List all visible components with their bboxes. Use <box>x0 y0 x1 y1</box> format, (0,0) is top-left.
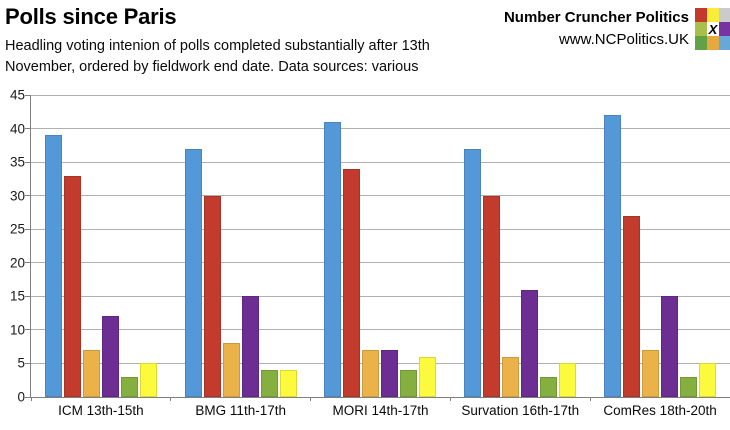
x-category-label: Survation 16th-17th <box>461 403 580 418</box>
logo-color-cell <box>719 36 730 50</box>
gridline-35 <box>31 161 730 163</box>
bar-blue <box>324 121 342 397</box>
x-category-label: BMG 11th-17th <box>195 403 286 418</box>
bar-series-area <box>31 95 730 397</box>
bar-orange <box>222 343 240 397</box>
y-tick <box>25 228 31 230</box>
bar-group-3 <box>311 95 451 397</box>
y-tick-label: 5 <box>17 355 25 371</box>
bar-orange <box>502 356 520 397</box>
y-tick-label: 20 <box>9 255 25 271</box>
bar-blue <box>604 115 622 397</box>
x-category-label: MORI 14th-17th <box>332 403 429 418</box>
x-tick <box>310 397 312 401</box>
x-tick <box>30 397 32 401</box>
bar-red <box>483 195 501 397</box>
bar-orange <box>642 350 660 397</box>
gridline-20 <box>31 262 730 264</box>
bar-orange <box>82 350 100 397</box>
y-tick <box>25 329 31 331</box>
bar-blue <box>44 135 62 397</box>
bar-orange <box>362 350 380 397</box>
logo-color-cell <box>707 36 719 50</box>
bar-group-2 <box>171 95 311 397</box>
bar-red <box>203 195 221 397</box>
bar-purple <box>101 316 119 397</box>
y-tick-label: 35 <box>9 154 25 170</box>
bar-yellow <box>559 363 577 397</box>
y-tick <box>25 295 31 297</box>
bar-yellow <box>699 363 717 397</box>
logo-color-cell <box>707 8 719 22</box>
y-tick-label: 10 <box>9 322 25 338</box>
chart-subtitle: Headling voting intenion of polls comple… <box>5 36 430 78</box>
gridline-45 <box>31 94 730 96</box>
y-tick-label: 45 <box>9 87 25 103</box>
y-tick <box>25 128 31 130</box>
y-tick-label: 40 <box>9 121 25 137</box>
bar-green <box>400 370 418 397</box>
bar-blue <box>464 148 482 397</box>
bar-red <box>63 175 81 397</box>
x-category-label: ComRes 18th-20th <box>603 403 717 418</box>
gridline-0 <box>31 396 730 398</box>
bar-purple <box>661 296 679 397</box>
logo-color-cell <box>695 36 707 50</box>
logo-color-cell <box>719 22 730 36</box>
bar-group-4 <box>450 95 590 397</box>
y-tick <box>25 161 31 163</box>
bar-red <box>623 215 641 397</box>
x-tick <box>449 397 451 401</box>
bar-purple <box>521 289 539 397</box>
gridline-5 <box>31 362 730 364</box>
gridline-30 <box>31 195 730 197</box>
ncp-logo: X <box>695 8 730 50</box>
bar-green <box>120 376 138 397</box>
x-category-label: ICM 13th-15th <box>58 403 144 418</box>
bar-yellow <box>419 356 437 397</box>
bar-yellow <box>139 363 157 397</box>
gridline-15 <box>31 295 730 297</box>
y-tick <box>25 362 31 364</box>
chart-subtitle-line2: November, ordered by fieldwork end date.… <box>5 59 419 75</box>
bar-green <box>260 370 278 397</box>
bar-yellow <box>279 370 297 397</box>
brand-url: www.NCPolitics.UK <box>558 31 689 48</box>
gridline-40 <box>31 128 730 130</box>
bar-purple <box>381 350 399 397</box>
y-tick-label: 25 <box>9 221 25 237</box>
page-title: Polls since Paris <box>5 4 177 29</box>
bar-green <box>680 376 698 397</box>
y-tick <box>25 262 31 264</box>
plot-area: 0 5 10 15 20 25 30 35 40 45 <box>10 88 730 405</box>
bar-red <box>343 168 361 397</box>
y-tick <box>25 94 31 96</box>
y-tick-label: 30 <box>9 188 25 204</box>
y-tick <box>25 396 31 398</box>
bar-group-1 <box>31 95 171 397</box>
brand-block: Number Cruncher Politics www.NCPolitics.… <box>504 7 689 51</box>
brand-name: Number Cruncher Politics <box>503 9 689 26</box>
x-tick <box>589 397 591 401</box>
y-axis-line <box>30 95 31 397</box>
y-tick <box>25 195 31 197</box>
logo-color-cell <box>695 22 707 36</box>
bar-blue <box>184 148 202 397</box>
x-tick <box>170 397 172 401</box>
y-tick-label: 15 <box>9 288 25 304</box>
bar-group-5 <box>590 95 730 397</box>
chart-subtitle-line1: Headling voting intenion of polls comple… <box>5 38 430 54</box>
bar-green <box>540 376 558 397</box>
x-axis-labels: ICM 13th-15th BMG 11th-17th MORI 14th-17th… <box>31 403 730 418</box>
logo-color-cell <box>695 8 707 22</box>
y-tick-label: 0 <box>17 389 25 405</box>
logo-x-cell: X <box>707 21 719 37</box>
gridline-25 <box>31 228 730 230</box>
gridline-10 <box>31 329 730 331</box>
logo-color-cell <box>719 8 730 22</box>
bar-purple <box>241 296 259 397</box>
